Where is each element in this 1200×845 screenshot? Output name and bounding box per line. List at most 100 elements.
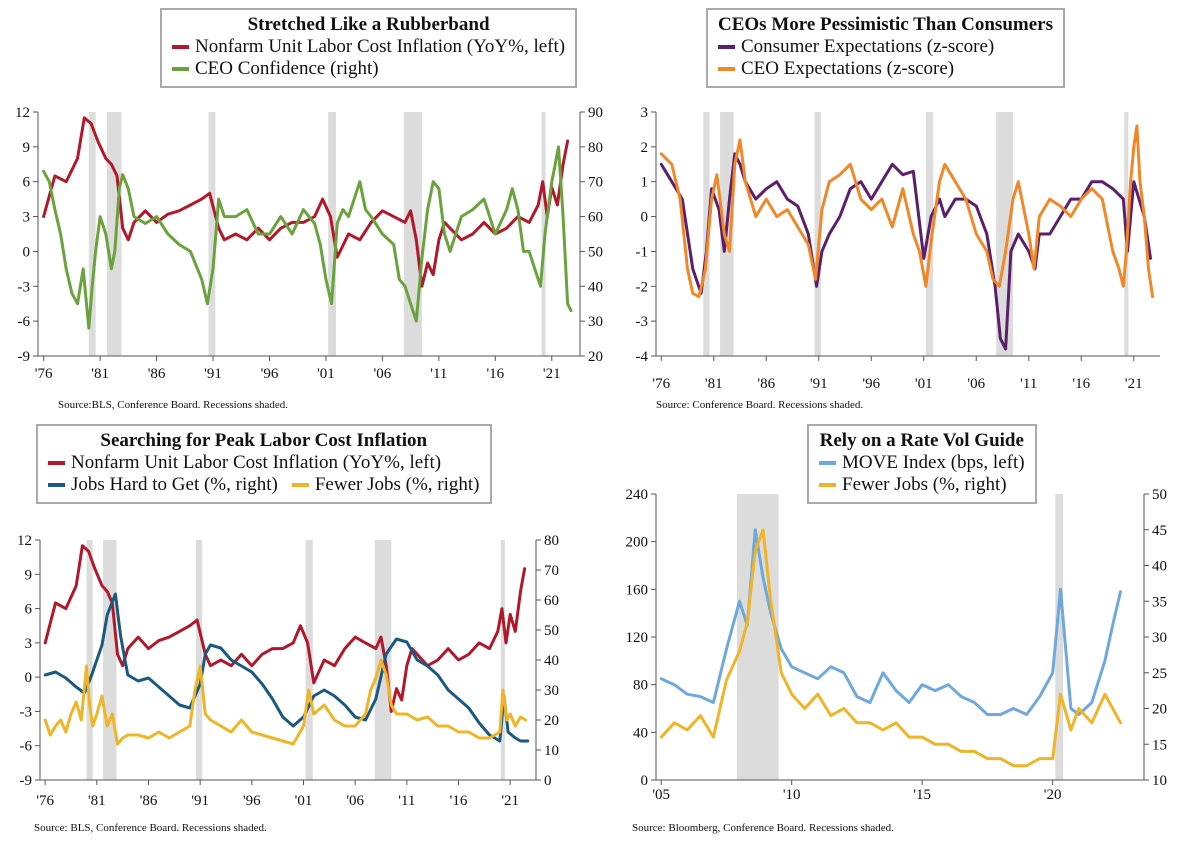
right-tick-label: 40	[1152, 559, 1167, 575]
right-tick-label: 30	[1152, 630, 1167, 646]
legend-entry: Nonfarm Unit Labor Cost Inflation (YoY%,…	[172, 36, 565, 58]
right-tick-label: 20	[588, 349, 603, 365]
left-tick-label: 120	[626, 630, 649, 646]
right-tick-label: 50	[544, 623, 559, 639]
x-tick-label: '21	[543, 366, 561, 382]
left-tick-label: -3	[20, 704, 33, 720]
series-line	[43, 544, 527, 713]
legend-row: CEO Expectations (z-score)	[718, 58, 1053, 80]
x-tick-label: '81	[91, 366, 109, 382]
left-tick-label: -6	[20, 739, 33, 755]
chart-title: Rely on a Rate Vol Guide	[819, 430, 1024, 451]
right-tick-label: 45	[1152, 523, 1167, 539]
x-tick-label: '10	[783, 787, 801, 803]
x-tick-label: '91	[204, 366, 222, 382]
recession-band	[86, 540, 93, 780]
right-tick-label: 80	[544, 533, 559, 549]
right-tick-label: 60	[588, 210, 603, 226]
legend-label: CEO Expectations (z-score)	[741, 58, 955, 79]
legend-swatch-icon	[172, 67, 189, 71]
chart-legend: CEOs More Pessimistic Than Consumers Con…	[706, 8, 1065, 88]
chart-source: Source: Bloomberg, Conference Board. Rec…	[632, 822, 894, 834]
chart-title: Stretched Like a Rubberband	[247, 14, 490, 35]
series-line	[43, 658, 528, 746]
legend-swatch-icon	[48, 461, 65, 465]
right-tick-label: 25	[1152, 666, 1167, 682]
left-tick-label: 0	[23, 244, 31, 260]
right-tick-label: 30	[544, 683, 559, 699]
x-tick-label: '81	[705, 376, 723, 392]
left-tick-label: -3	[636, 314, 649, 330]
recession-band	[103, 540, 117, 780]
recession-band	[196, 540, 203, 780]
chart-legend: Stretched Like a Rubberband Nonfarm Unit…	[160, 8, 578, 88]
legend-swatch-icon	[718, 45, 735, 49]
recession-band	[814, 112, 821, 356]
left-tick-label: -2	[636, 279, 649, 295]
x-tick-label: '05	[652, 787, 670, 803]
legend-label: Jobs Hard to Get (%, right)	[71, 474, 278, 495]
chart-panel-rate-vol: 240 200 160 120 80 40 0 50 45 40 35 30 25 20 15 10 '05 '1…	[600, 422, 1200, 844]
chart-source: Source: Conference Board. Recessions sha…	[656, 399, 864, 411]
left-tick-label: 9	[25, 567, 33, 583]
legend-entry: MOVE Index (bps, left)	[819, 452, 1025, 474]
left-tick-label: 6	[23, 175, 31, 191]
left-tick-label: 0	[25, 670, 33, 686]
chart-panel-peak-labor-cost: 12 9 6 3 0 -3 -6 -9 80 70 60 50 40 30 20 10 0'76'81'86'9…	[0, 422, 600, 844]
recession-band	[1055, 494, 1064, 780]
legend-label: Nonfarm Unit Labor Cost Inflation (YoY%,…	[71, 452, 442, 473]
x-tick-label: '96	[261, 366, 279, 382]
left-tick-label: -3	[18, 279, 31, 295]
chart-title: CEOs More Pessimistic Than Consumers	[718, 14, 1053, 35]
series-line	[659, 124, 1155, 299]
left-tick-label: 12	[15, 105, 30, 121]
chart-source: Source: BLS, Conference Board. Recession…	[34, 822, 267, 834]
series-line	[43, 592, 530, 743]
right-tick-label: 40	[588, 279, 603, 295]
right-tick-label: 20	[1152, 702, 1167, 718]
recession-band	[500, 540, 505, 780]
right-tick-label: 35	[1152, 594, 1167, 610]
recession-band	[403, 112, 422, 356]
x-tick-label: '11	[1020, 376, 1037, 392]
legend-label: Fewer Jobs (%, right)	[314, 474, 480, 495]
legend-row: Consumer Expectations (z-score)	[718, 36, 1053, 58]
x-tick-label: '96	[243, 793, 261, 809]
x-tick-label: '91	[810, 376, 828, 392]
x-tick-label: '11	[430, 366, 447, 382]
right-tick-label: 90	[588, 105, 603, 121]
x-tick-label: '16	[450, 793, 468, 809]
legend-swatch-icon	[819, 483, 836, 487]
legend-swatch-icon	[291, 483, 309, 487]
chart-plot: 240 200 160 120 80 40 0 50 45 40 35 30 25 20 15 10 '05 '1…	[626, 487, 1168, 803]
right-tick-label: 15	[1152, 737, 1167, 753]
chart-plot: 3 2 1 0 -1 -2 -3 -4'76 '81 '86 '91 '96 '01 '06 '11 '16 '…	[636, 105, 1160, 392]
legend-entry: Jobs Hard to Get (%, right)	[48, 474, 278, 496]
left-tick-label: 0	[641, 773, 649, 789]
left-tick-label: -9	[18, 349, 31, 365]
x-tick-label: '06	[374, 366, 392, 382]
x-tick-label: '81	[88, 793, 106, 809]
x-tick-label: '86	[757, 376, 775, 392]
left-tick-label: -4	[636, 349, 649, 365]
right-tick-label: 0	[544, 773, 552, 789]
left-tick-label: 80	[633, 678, 648, 694]
legend-label: Nonfarm Unit Labor Cost Inflation (YoY%,…	[195, 36, 566, 57]
x-tick-label: '20	[1044, 787, 1062, 803]
legend-entry: Fewer Jobs (%, right)	[291, 474, 480, 496]
recession-band	[106, 112, 122, 356]
chart-panel-ceo-consumer: 3 2 1 0 -1 -2 -3 -4'76 '81 '86 '91 '96 '01 '06 '11 '16 '…	[600, 0, 1200, 422]
legend-entry: Fewer Jobs (%, right)	[819, 474, 1007, 496]
legend-swatch-icon	[172, 45, 189, 49]
x-tick-label: '06	[346, 793, 364, 809]
chart-source: Source:BLS, Conference Board. Recessions…	[58, 399, 289, 411]
x-tick-label: '16	[486, 366, 504, 382]
chart-panel-labor-ceo: 12 9 6 3 0 -3 -6 -9 90 80 70 60 50 40 30 20'76'81'86'91…	[0, 0, 603, 422]
chart-plot: 129630-3-6-99080706050403020'76'81'86'91…	[15, 105, 603, 382]
chart-legend: Searching for Peak Labor Cost Inflation …	[36, 424, 492, 504]
legend-swatch-icon	[819, 461, 836, 465]
legend-label: Consumer Expectations (z-score)	[741, 36, 995, 57]
recession-band	[208, 112, 216, 356]
legend-row: Nonfarm Unit Labor Cost Inflation (YoY%,…	[48, 452, 480, 474]
right-tick-label: 60	[544, 593, 559, 609]
